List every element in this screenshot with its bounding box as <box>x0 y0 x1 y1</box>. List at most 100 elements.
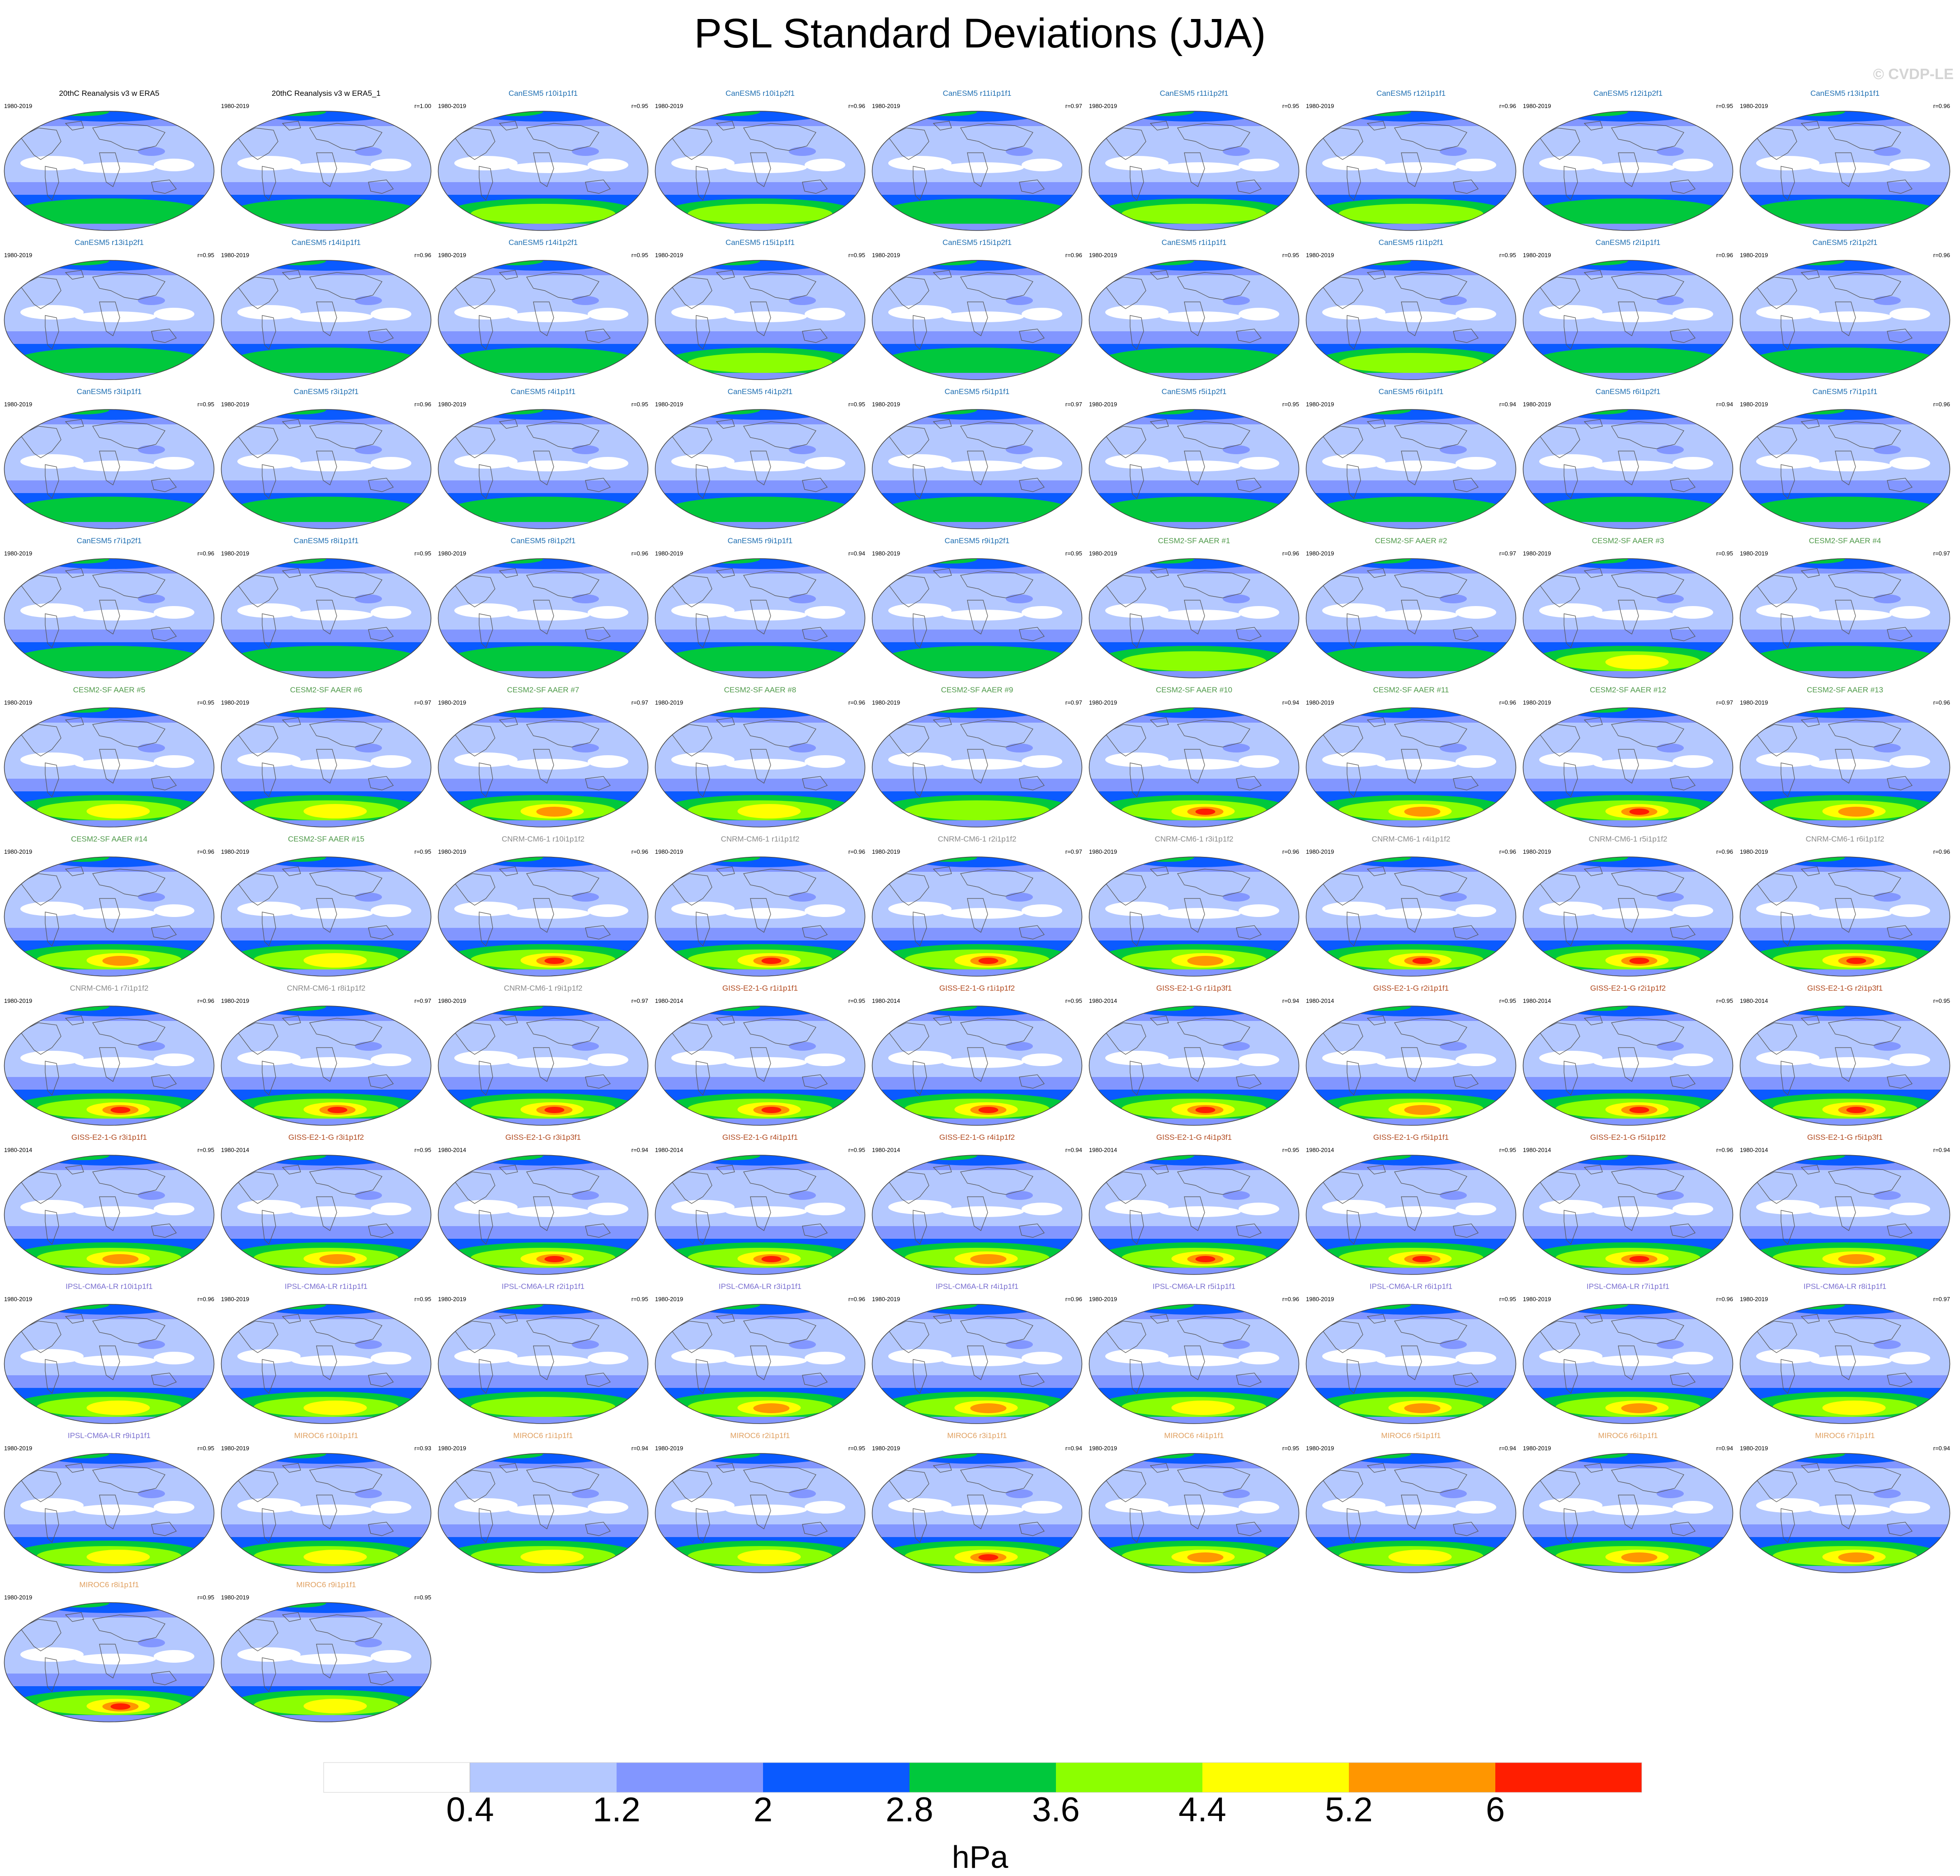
field-tropic-min <box>805 159 845 171</box>
field-tropic-min <box>1456 755 1496 768</box>
map-frame <box>1739 409 1951 529</box>
land-outline <box>65 419 84 429</box>
field-tropic-min <box>671 752 735 767</box>
field-tropic-min <box>1239 1053 1279 1066</box>
panel-title: 20thC Reanalysis v3 w ERA5 <box>59 89 160 98</box>
field-tropic-min <box>1105 1200 1168 1214</box>
land-outline <box>368 1373 394 1387</box>
field-southern-max <box>1629 1256 1649 1262</box>
panel-years: 1980-2019 <box>438 550 466 557</box>
field-southern-max <box>544 1107 565 1113</box>
field-southern-ocean <box>471 204 616 224</box>
map-panel: CNRM-CM6-1 r6i1p1f2 1980-2019 r=0.96 <box>1738 834 1952 978</box>
land-outline <box>262 1508 276 1543</box>
panel-years: 1980-2019 <box>655 550 683 557</box>
panel-years: 1980-2014 <box>438 1147 466 1153</box>
panel-years: 1980-2019 <box>1306 1445 1334 1452</box>
panel-correlation: r=0.96 <box>197 1296 214 1302</box>
land-outline <box>45 1508 59 1543</box>
land-outline <box>309 1316 382 1344</box>
land-outline <box>1019 925 1045 940</box>
land-outline <box>960 123 1033 151</box>
panel-years: 1980-2019 <box>4 103 33 109</box>
panel-correlation: r=0.97 <box>414 699 431 706</box>
panel-correlation: r=0.96 <box>848 103 865 109</box>
land-outline <box>1611 1018 1684 1046</box>
panel-years: 1980-2019 <box>1523 699 1551 706</box>
field-tropic-min <box>1810 908 1892 919</box>
land-outline <box>282 121 301 131</box>
field-arctic-max <box>1777 1453 1913 1464</box>
land-outline <box>802 1223 828 1238</box>
map-panel: GISS-E2-1-G r4i1p1f2 1980-2014 r=0.94 <box>870 1132 1084 1276</box>
panel-title: CanESM5 r3i1p1f1 <box>76 387 142 396</box>
map-panel: CESM2-SF AAER #11 1980-2019 r=0.96 <box>1304 685 1518 828</box>
colorbar-box <box>909 1763 1056 1792</box>
panel-correlation: r=0.94 <box>1499 1445 1516 1452</box>
colorbar-tick-label: 5.2 <box>1325 1791 1373 1829</box>
field-midlat <box>572 1340 599 1349</box>
land-outline <box>92 570 165 598</box>
land-outline <box>1583 1463 1603 1473</box>
field-midlat <box>1657 1489 1684 1498</box>
panel-correlation: r=0.95 <box>414 848 431 855</box>
land-outline <box>1800 568 1820 578</box>
land-outline <box>20 1321 61 1353</box>
map-frame <box>221 558 432 678</box>
land-outline <box>1177 1018 1250 1046</box>
panel-correlation: r=0.94 <box>1282 997 1299 1004</box>
map-panel: CanESM5 r15i1p1f1 1980-2019 r=0.95 <box>653 237 867 381</box>
map-plot <box>872 111 1083 231</box>
panel-years: 1980-2019 <box>872 401 900 408</box>
land-outline <box>1611 123 1684 151</box>
map-frame <box>1522 707 1734 828</box>
land-outline <box>368 478 394 492</box>
panel-correlation: r=0.96 <box>197 550 214 557</box>
map-plot <box>438 558 649 678</box>
panel-title: CanESM5 r6i1p1f1 <box>1378 387 1444 396</box>
field-arctic-max <box>1126 260 1262 271</box>
field-tropic-min <box>1105 1349 1168 1364</box>
map-plot <box>1739 1453 1951 1573</box>
land-outline <box>454 1321 495 1353</box>
land-outline <box>1539 575 1580 607</box>
field-tropic-min <box>1810 1505 1892 1515</box>
field-tropic-min <box>726 1057 807 1068</box>
panel-correlation: r=0.95 <box>1065 550 1082 557</box>
land-outline <box>671 1321 712 1353</box>
map-panel: CESM2-SF AAER #14 1980-2019 r=0.96 <box>2 834 216 978</box>
map-frame <box>1305 1304 1517 1424</box>
panel-title: CanESM5 r13i1p1f1 <box>1810 89 1880 98</box>
land-outline <box>1130 464 1144 499</box>
panel-title: IPSL-CM6A-LR r2i1p1f1 <box>501 1282 585 1291</box>
panel-correlation: r=0.96 <box>1933 699 1950 706</box>
land-outline <box>1394 421 1467 449</box>
field-southern-max <box>1404 807 1441 817</box>
field-southern-ocean <box>471 1397 616 1417</box>
field-tropic-min <box>1889 904 1930 917</box>
panel-correlation: r=0.95 <box>197 699 214 706</box>
field-tropic-min <box>154 1203 194 1215</box>
land-outline <box>913 464 927 499</box>
field-tropic-min <box>1673 308 1713 320</box>
field-tropic-min <box>454 603 518 618</box>
map-panel: GISS-E2-1-G r2i1p1f1 1980-2014 r=0.95 <box>1304 983 1518 1127</box>
panel-title: CanESM5 r14i1p1f1 <box>291 238 361 247</box>
land-outline <box>750 1196 771 1231</box>
panel-years: 1980-2014 <box>655 997 683 1004</box>
panel-title: CNRM-CM6-1 r9i1p1f2 <box>504 984 583 992</box>
map-frame <box>4 707 215 828</box>
map-panel: CESM2-SF AAER #6 1980-2019 r=0.97 <box>219 685 433 828</box>
map-plot <box>655 707 866 828</box>
field-midlat <box>138 1489 165 1498</box>
land-outline <box>20 575 61 607</box>
land-outline <box>237 873 278 906</box>
land-outline <box>1236 478 1262 492</box>
field-midlat <box>789 1340 816 1349</box>
field-southern-ocean <box>1533 497 1723 524</box>
map-panel: CanESM5 r2i1p1f1 1980-2019 r=0.96 <box>1521 237 1735 381</box>
map-plot <box>221 1304 432 1424</box>
land-outline <box>1401 451 1422 485</box>
panel-years: 1980-2014 <box>1089 997 1117 1004</box>
panel-years: 1980-2019 <box>1740 848 1768 855</box>
